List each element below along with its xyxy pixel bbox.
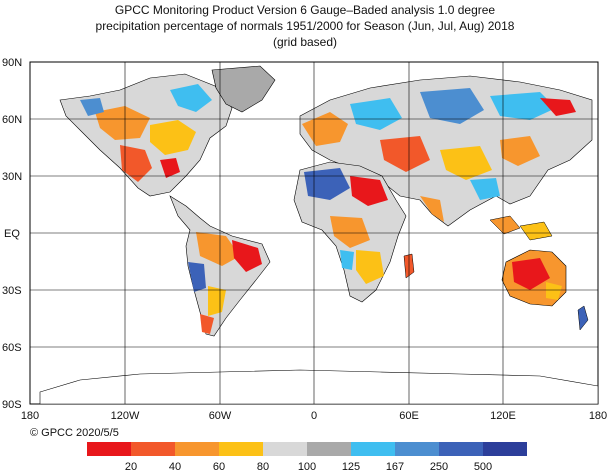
landmass-new-zealand [577, 305, 589, 331]
lon-label-60e: 60E [399, 410, 419, 422]
lat-label-30n: 30N [2, 171, 22, 183]
copyright-note: © GPCC 2020/5/5 [30, 427, 119, 439]
legend-swatch-6 [351, 442, 395, 456]
landmass-antarctica [39, 369, 598, 404]
landmass-north-america [59, 73, 233, 197]
lon-label-60w: 60W [209, 410, 232, 422]
longitude-labels: 180 120W 60W 0 60E 120E 180 [21, 410, 607, 422]
lat-label-90n: 90N [2, 57, 22, 69]
legend-label-500: 500 [474, 461, 492, 472]
landmass-africa [293, 161, 407, 303]
legend-swatch-9 [483, 442, 527, 456]
legend-swatch-1 [131, 442, 175, 456]
legend-swatch-7 [395, 442, 439, 456]
lat-label-30s: 30S [2, 285, 22, 297]
legend-swatch-2 [175, 442, 219, 456]
legend-label-80: 80 [257, 461, 269, 472]
latitude-labels: 90N 60N 30N EQ 30S 60S 90S [2, 57, 22, 411]
landmass-maritime-asia [489, 215, 553, 241]
lat-label-60s: 60S [2, 342, 22, 354]
legend-swatch-5 [307, 442, 351, 456]
legend-label-40: 40 [169, 461, 181, 472]
title-line-2: precipitation percentage of normals 1951… [95, 19, 515, 33]
legend-swatch-3 [219, 442, 263, 456]
landmass-australia [501, 249, 567, 307]
title-line-1: GPCC Monitoring Product Version 6 Gauge–… [114, 3, 496, 17]
lat-label-eq: EQ [4, 228, 20, 240]
landmass-eurasia [299, 75, 593, 227]
legend-swatch-8 [439, 442, 483, 456]
lat-label-90s: 90S [2, 399, 22, 411]
legend-label-20: 20 [125, 461, 137, 472]
lon-label-120e: 120E [490, 410, 516, 422]
legend-swatch-4 [263, 442, 307, 456]
lon-label-0: 0 [311, 410, 317, 422]
lon-label-180e: 180 [589, 410, 607, 422]
legend-label-60: 60 [213, 461, 225, 472]
legend-label-125: 125 [342, 461, 360, 472]
legend-labels: 20 40 60 80 100 125 167 250 500 [125, 461, 492, 472]
legend-label-167: 167 [386, 461, 404, 472]
graticule [30, 62, 598, 404]
legend-colorbar [87, 442, 527, 456]
landmass-greenland [211, 65, 276, 113]
lat-label-60n: 60N [2, 114, 22, 126]
lon-label-180w: 180 [21, 410, 39, 422]
legend-label-100: 100 [298, 461, 316, 472]
lon-label-120w: 120W [111, 410, 140, 422]
map-title: GPCC Monitoring Product Version 6 Gauge–… [0, 2, 610, 50]
legend-swatch-0 [87, 442, 131, 456]
legend-label-250: 250 [430, 461, 448, 472]
title-line-3: (grid based) [272, 35, 338, 49]
